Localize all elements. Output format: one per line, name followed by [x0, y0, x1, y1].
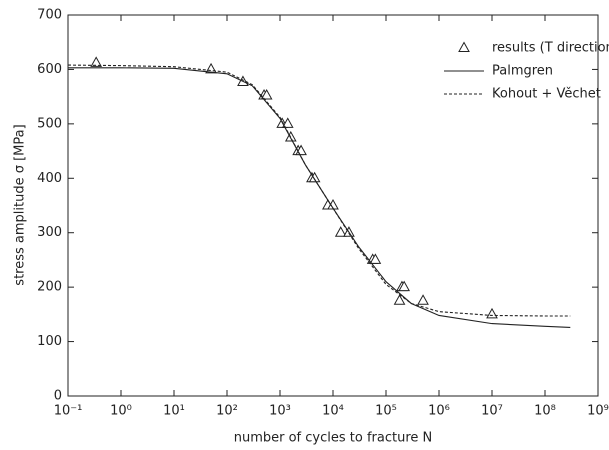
- data-point: [369, 253, 382, 264]
- x-tick-label: 10⁻¹: [54, 404, 83, 419]
- data-point: [393, 294, 406, 305]
- x-tick-label: 10⁹: [587, 404, 609, 419]
- x-tick-label: 10¹: [163, 404, 185, 419]
- legend-label: Palmgren: [492, 64, 553, 79]
- x-tick-label: 10⁰: [110, 404, 132, 419]
- data-line: [67, 64, 571, 317]
- data-line: [68, 67, 571, 328]
- x-tick-label: 10⁸: [534, 404, 556, 419]
- legend-label: Kohout + Věchet: [492, 87, 601, 102]
- y-tick-label: 700: [37, 8, 62, 23]
- x-axis-label: number of cycles to fracture N: [234, 431, 433, 446]
- x-tick-label: 10⁷: [481, 404, 503, 419]
- y-tick-label: 100: [37, 334, 62, 349]
- data-point: [334, 226, 347, 237]
- x-tick-label: 10²: [216, 404, 238, 419]
- y-tick-label: 600: [37, 62, 62, 77]
- y-axis-label: stress amplitude σ [MPa]: [13, 124, 28, 285]
- data-point: [281, 117, 294, 128]
- x-tick-label: 10⁵: [375, 404, 397, 419]
- y-tick-label: 200: [37, 280, 62, 295]
- data-point: [90, 56, 103, 67]
- y-tick-label: 300: [37, 225, 62, 240]
- data-point: [486, 307, 498, 319]
- y-tick-label: 400: [37, 171, 62, 186]
- legend-marker: [458, 41, 470, 52]
- y-tick-label: 500: [37, 116, 62, 131]
- y-tick-label: 0: [54, 389, 62, 404]
- data-point: [417, 294, 429, 305]
- x-tick-label: 10⁶: [428, 404, 450, 419]
- legend-label: results (T direction): [492, 41, 609, 56]
- data-point: [308, 171, 321, 183]
- data-point: [398, 280, 410, 292]
- x-tick-label: 10⁴: [322, 404, 344, 419]
- data-point: [260, 89, 273, 100]
- x-tick-label: 10³: [269, 404, 291, 419]
